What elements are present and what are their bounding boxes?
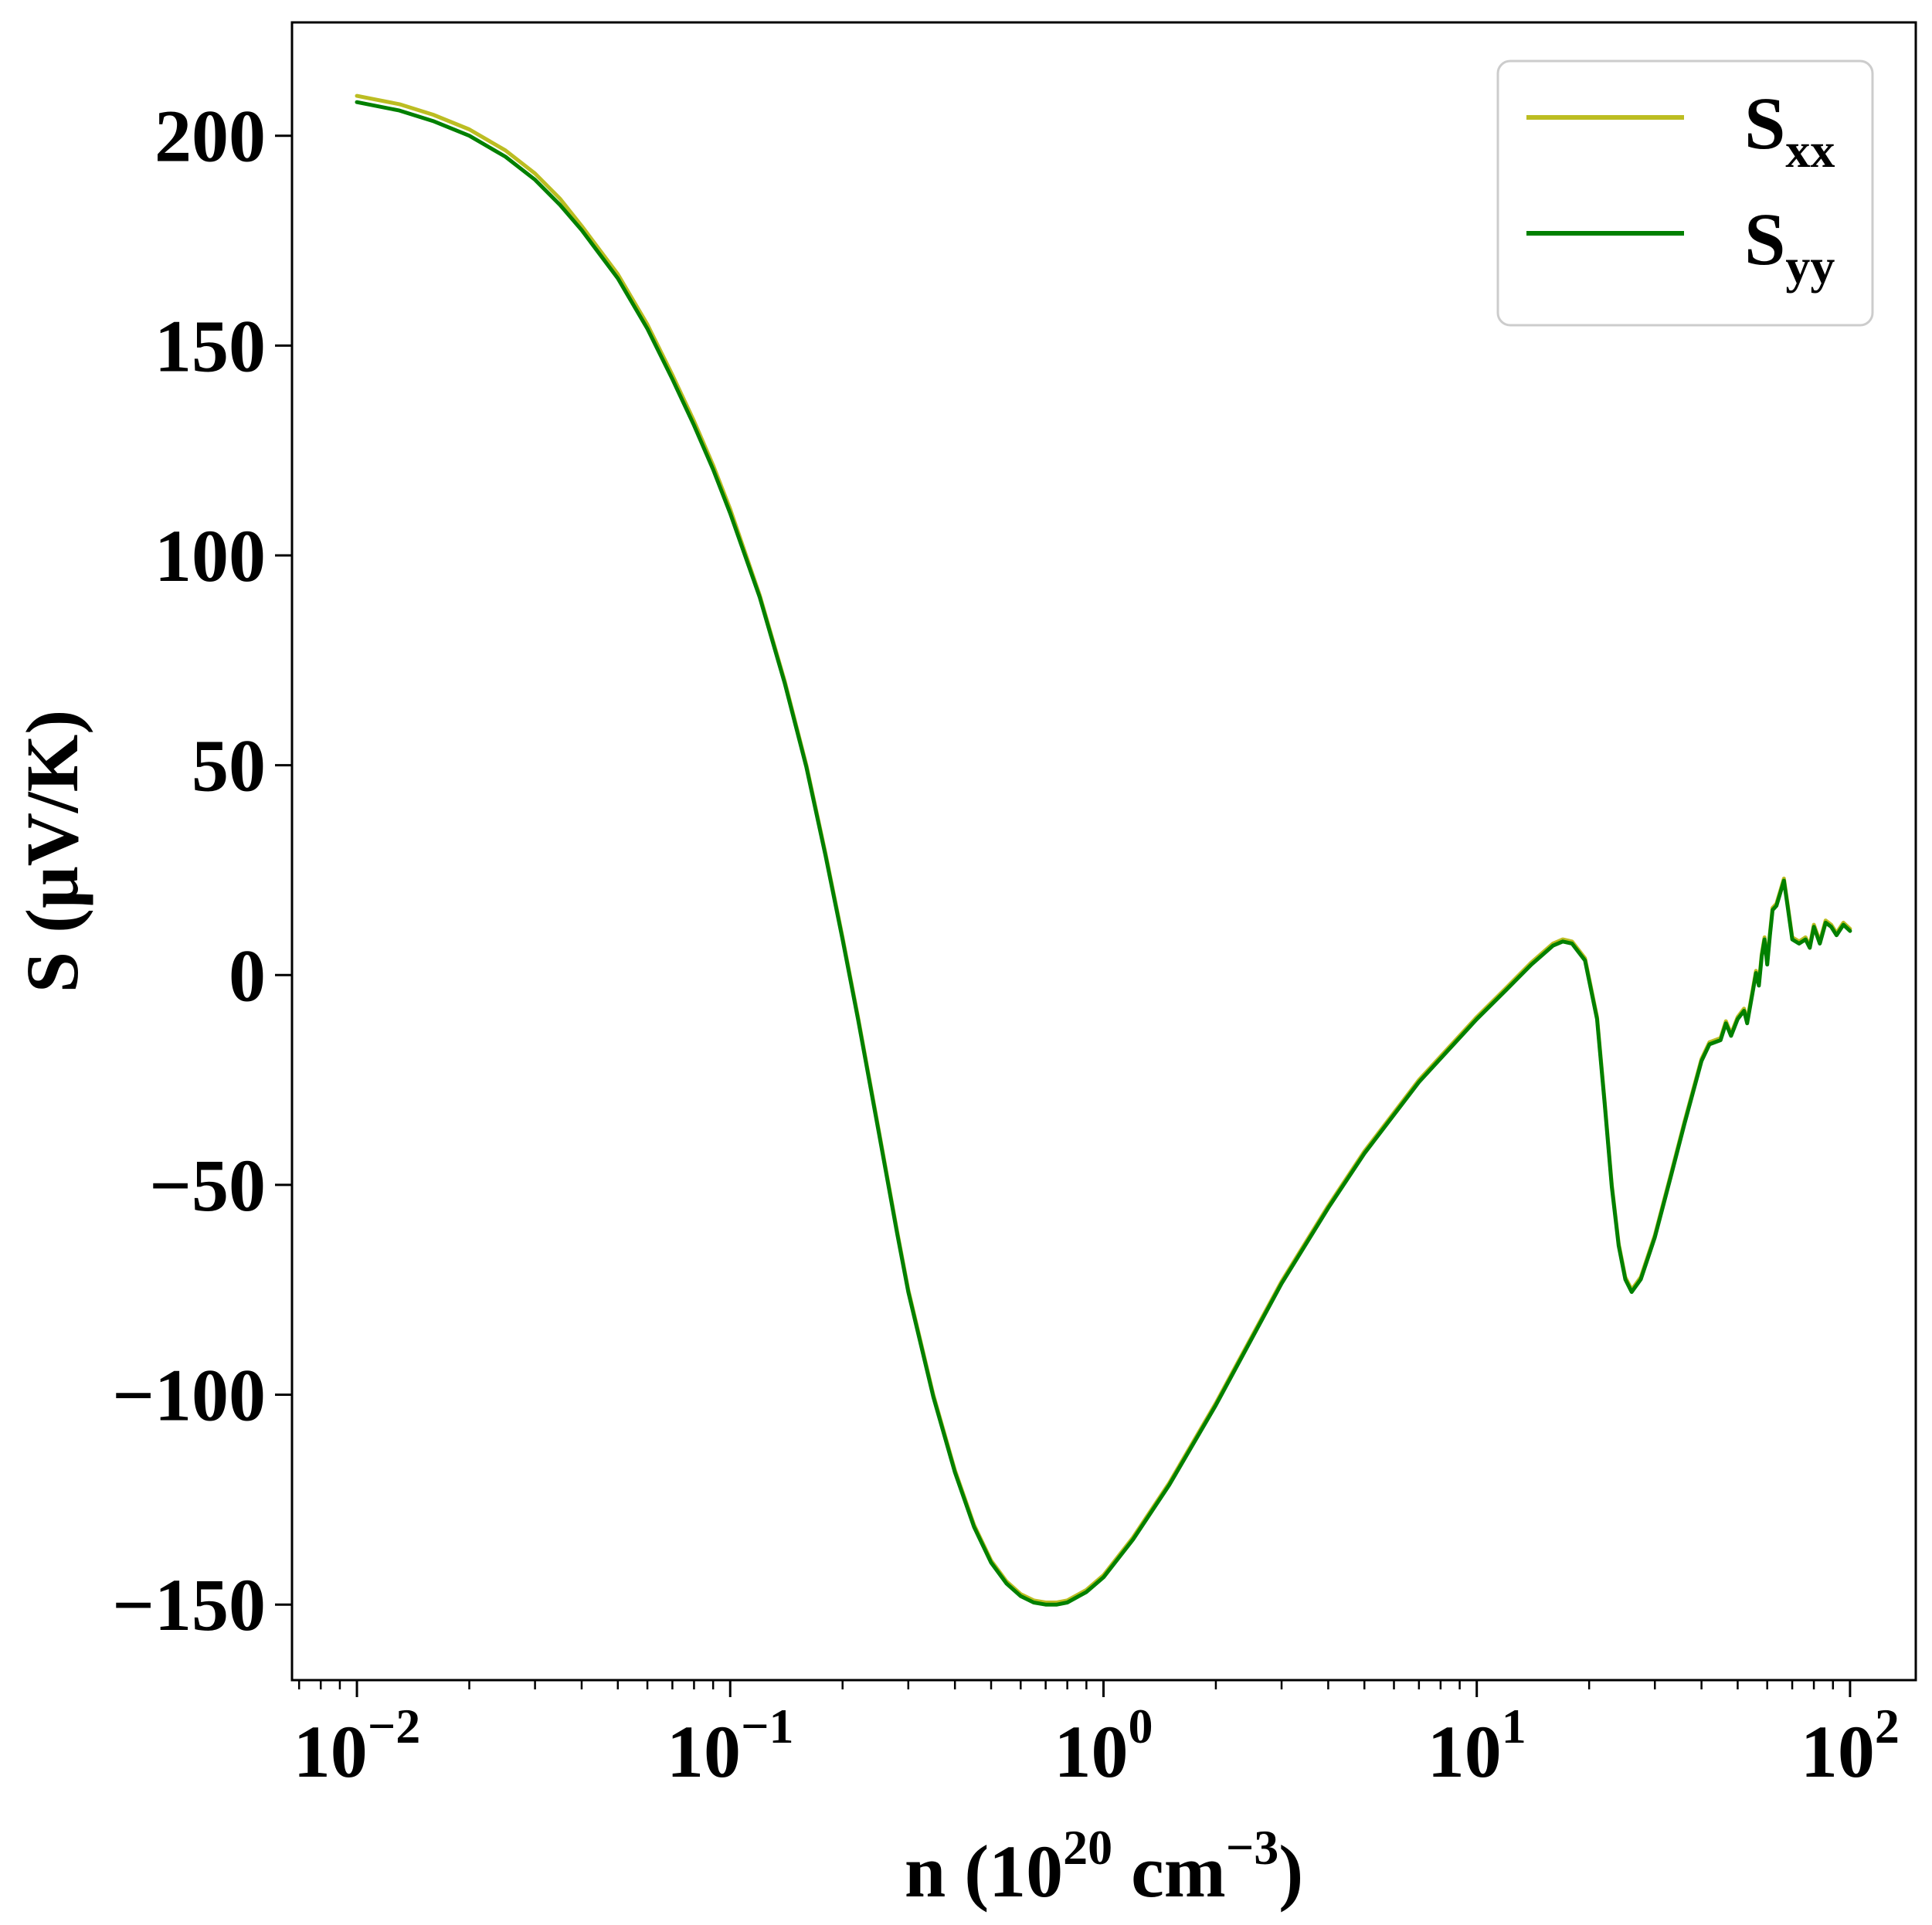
x-axis-title-sup2: −3 bbox=[1226, 1820, 1278, 1875]
x-tick-label: 10−1 bbox=[667, 1699, 793, 1793]
y-tick-label: −100 bbox=[112, 1354, 266, 1437]
legend-label-sxx-sub: xx bbox=[1785, 123, 1835, 178]
legend-label-syy: Syy bbox=[1744, 198, 1835, 294]
x-tick-label-exponent: −2 bbox=[368, 1699, 420, 1754]
x-tick-label-exponent: 0 bbox=[1128, 1699, 1153, 1754]
legend-label-sxx-main: S bbox=[1744, 82, 1785, 165]
x-tick-label-exponent: −1 bbox=[741, 1699, 793, 1754]
x-tick-label-base: 10 bbox=[294, 1710, 368, 1793]
x-tick-label-base: 10 bbox=[667, 1710, 741, 1793]
legend-label-syy-main: S bbox=[1744, 198, 1785, 280]
y-axis-title: S (μV/K) bbox=[11, 710, 93, 993]
y-tick-label: 200 bbox=[154, 95, 266, 178]
legend-box bbox=[1496, 59, 1874, 327]
x-tick-label: 102 bbox=[1801, 1699, 1900, 1793]
x-axis-title-middle: cm bbox=[1112, 1830, 1226, 1913]
legend-label-syy-sub: yy bbox=[1785, 239, 1835, 294]
y-tick-label: −150 bbox=[112, 1563, 266, 1646]
x-tick-label: 101 bbox=[1428, 1699, 1526, 1793]
x-axis-title-base: n (10 bbox=[905, 1830, 1063, 1913]
series-layer bbox=[355, 93, 1852, 1607]
x-axis-title-end: ) bbox=[1278, 1830, 1303, 1913]
series-line-s-yy bbox=[355, 100, 1852, 1607]
x-tick-label-exponent: 1 bbox=[1502, 1699, 1526, 1754]
y-ticks-layer: 200 150 100 50 0 −50 −100 −150 bbox=[112, 95, 292, 1646]
x-tick-label-base: 10 bbox=[1054, 1710, 1128, 1793]
y-tick-label: 100 bbox=[154, 514, 266, 597]
x-tick-label: 100 bbox=[1054, 1699, 1153, 1793]
x-axis-title-sup1: 20 bbox=[1063, 1820, 1112, 1875]
x-ticks-layer: 10−2 10−1 100 101 102 bbox=[294, 1680, 1900, 1793]
x-tick-label: 10−2 bbox=[294, 1699, 420, 1793]
x-tick-label-exponent: 2 bbox=[1875, 1699, 1900, 1754]
legend-label-sxx: Sxx bbox=[1744, 82, 1835, 178]
x-axis-title: n (1020 cm−3) bbox=[905, 1820, 1303, 1913]
y-tick-label: −50 bbox=[149, 1144, 266, 1227]
y-tick-label: 0 bbox=[229, 934, 266, 1017]
y-tick-label: 50 bbox=[192, 725, 266, 807]
x-tick-label-base: 10 bbox=[1801, 1710, 1875, 1793]
y-tick-label: 150 bbox=[154, 304, 266, 387]
x-tick-label-base: 10 bbox=[1428, 1710, 1502, 1793]
legend: Sxx Syy bbox=[1496, 59, 1874, 327]
